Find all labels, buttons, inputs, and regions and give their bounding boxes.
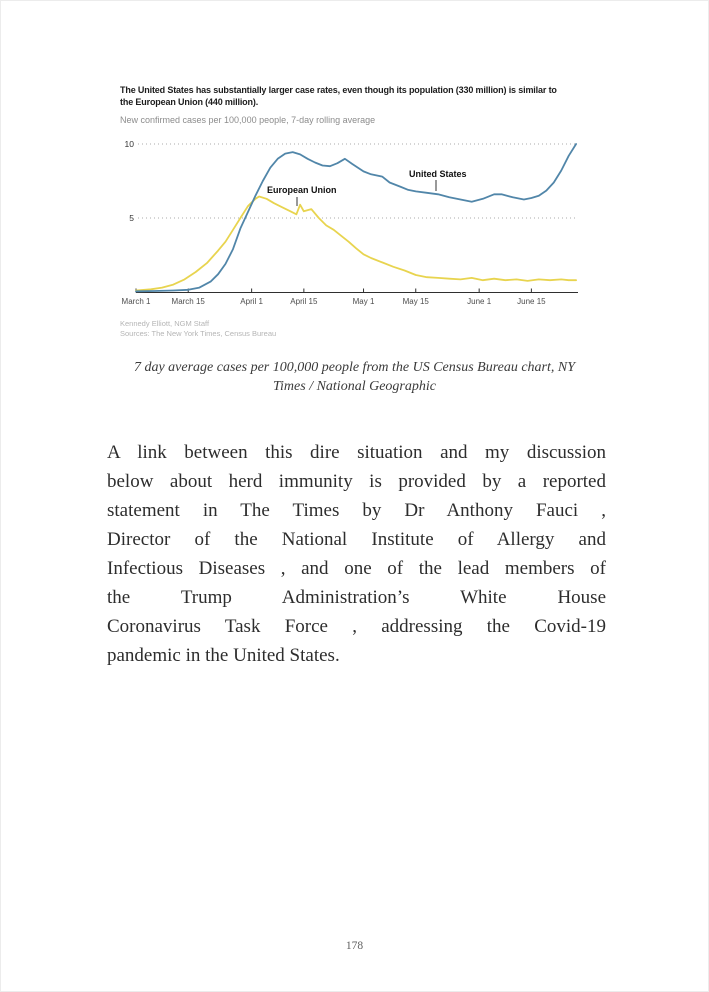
svg-text:5: 5	[129, 213, 134, 223]
paragraph-line: statement in The Times by Dr Anthony Fau…	[107, 500, 606, 521]
svg-text:10: 10	[125, 139, 135, 149]
svg-text:May 1: May 1	[353, 297, 375, 306]
figure-chart-block: The United States has substantially larg…	[120, 85, 598, 338]
european-union-series-label: European Union	[267, 185, 337, 195]
chart-credit-author: Kennedy Elliott, NGM Staff	[120, 319, 210, 328]
chart-plot-area: 5 10 March 1 March 15 April 1 April 15 May 1 Ma…	[122, 139, 578, 306]
svg-text:April 1: April 1	[240, 297, 263, 306]
chart-subtitle: New confirmed cases per 100,000 people, …	[120, 115, 376, 125]
svg-text:June 15: June 15	[517, 297, 546, 306]
page-number: 178	[345, 940, 364, 952]
chart-credit-sources: Sources: The New York Times, Census Bure…	[120, 328, 277, 338]
chart-title-line2: the European Union (440 million).	[120, 96, 259, 107]
line-chart: 5 10 March 1 March 15 April 1 April 15 May 1 Ma…	[122, 139, 578, 306]
paragraph-line: Coronavirus Task Force , addressing the …	[107, 616, 606, 637]
figure-caption: 7 day average cases per 100,000 people f…	[1, 358, 708, 396]
chart-title: The United States has substantially larg…	[120, 85, 598, 108]
chart-credits: Kennedy Elliott, NGM Staff Sources: The …	[120, 319, 598, 338]
svg-text:May 15: May 15	[403, 297, 430, 306]
svg-text:June 1: June 1	[467, 297, 492, 306]
figure-caption-line1: 7 day average cases per 100,000 people f…	[133, 360, 576, 375]
figure-caption-line2: Times / National Geographic	[273, 379, 436, 394]
chart-title-line1: The United States has substantially larg…	[120, 85, 557, 95]
svg-text:March 15: March 15	[172, 297, 206, 306]
paragraph-line: the Trump Administration’s White House	[107, 587, 606, 608]
paragraph-line: Infectious Diseases , and one of the lea…	[107, 558, 606, 579]
paragraph-line: Director of the National Institute of Al…	[107, 529, 606, 550]
paragraph-line: A link between this dire situation and m…	[107, 442, 606, 463]
body-paragraph: A link between this dire situation and m…	[107, 438, 606, 670]
paragraph-line: below about herd immunity is provided by…	[107, 471, 606, 492]
united-states-series-label: United States	[409, 169, 467, 179]
svg-text:April 15: April 15	[290, 297, 318, 306]
paragraph-line: pandemic in the United States.	[107, 645, 340, 666]
svg-text:March 1: March 1	[122, 297, 151, 306]
